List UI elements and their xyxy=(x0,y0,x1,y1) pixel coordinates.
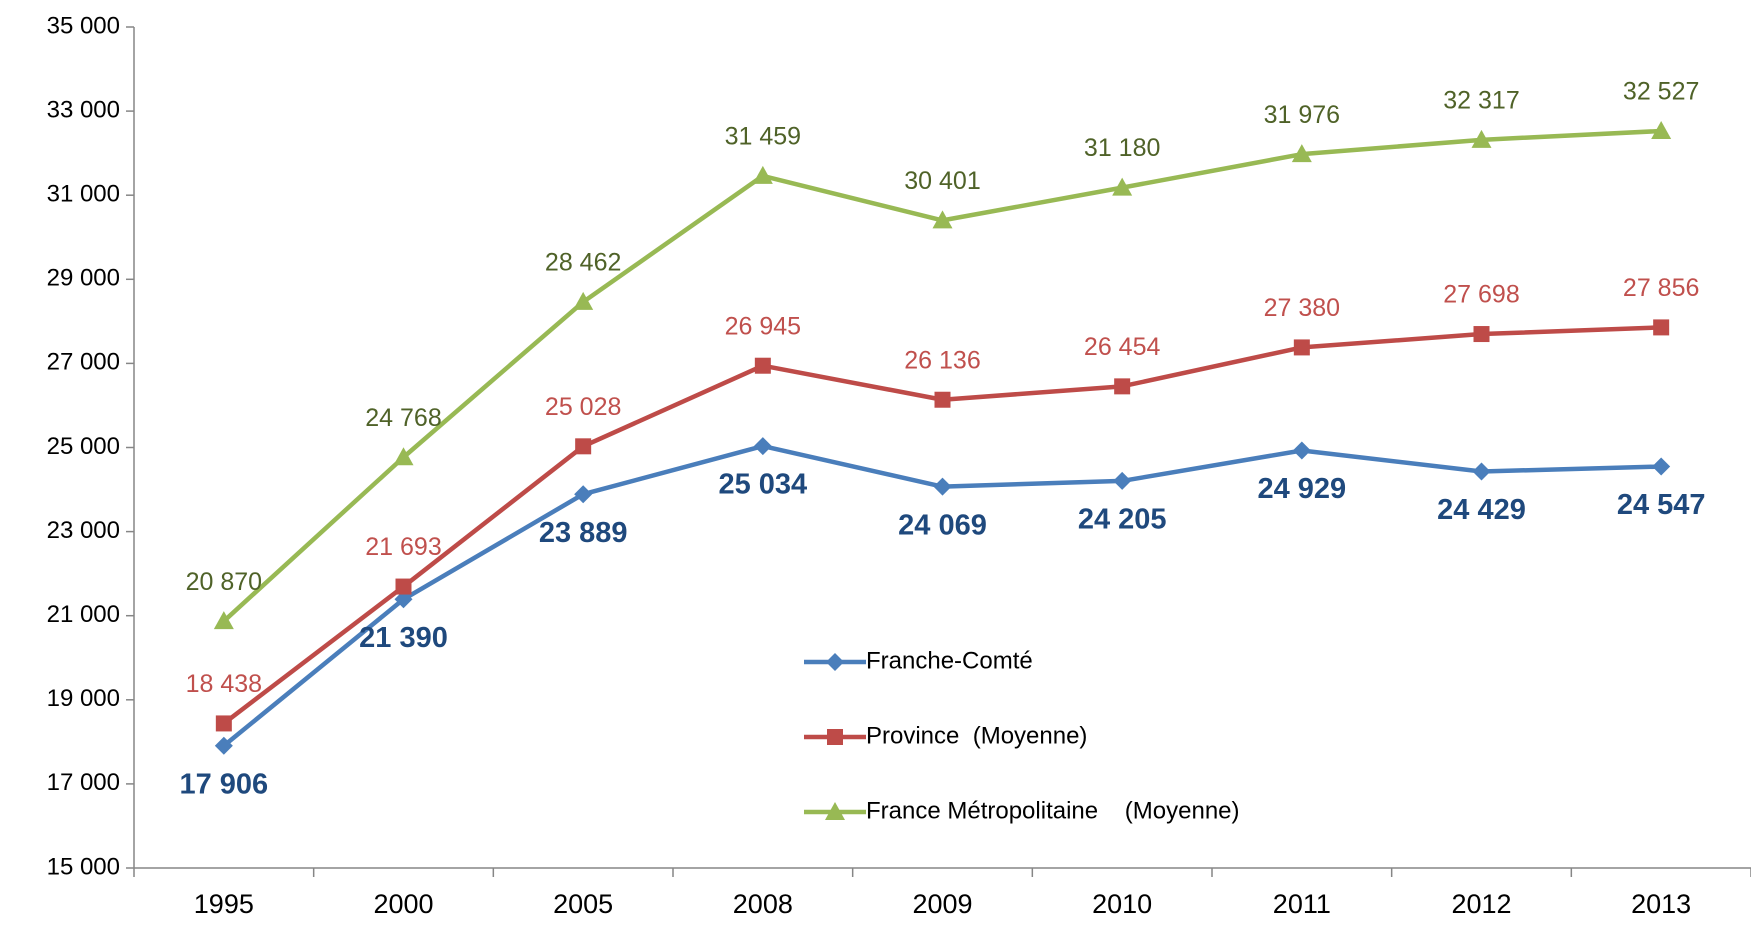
legend-marker xyxy=(825,802,845,820)
x-tick-label: 1995 xyxy=(194,889,254,919)
data-label: 24 929 xyxy=(1257,473,1346,505)
x-tick-label: 2013 xyxy=(1631,889,1691,919)
marker xyxy=(214,736,233,755)
data-label: 27 380 xyxy=(1264,294,1340,322)
legend-label: Franche-Comté xyxy=(866,647,1033,674)
data-label: 21 390 xyxy=(359,622,448,654)
marker xyxy=(753,437,772,456)
y-tick-label: 27 000 xyxy=(47,349,120,376)
legend-marker xyxy=(827,729,843,745)
y-tick-label: 19 000 xyxy=(47,685,120,712)
data-label: 24 069 xyxy=(898,509,987,541)
legend-marker xyxy=(826,653,844,671)
x-tick-label: 2012 xyxy=(1451,889,1511,919)
legend-label: France Métropolitaine (Moyenne) xyxy=(866,797,1240,824)
marker xyxy=(1473,326,1490,343)
y-tick-label: 35 000 xyxy=(47,12,120,39)
y-tick-label: 15 000 xyxy=(47,853,120,880)
data-label: 31 459 xyxy=(725,123,801,151)
data-label: 26 136 xyxy=(904,346,980,374)
y-tick-label: 33 000 xyxy=(47,96,120,123)
data-label: 27 856 xyxy=(1623,274,1699,302)
data-label: 30 401 xyxy=(904,167,980,195)
data-label: 32 527 xyxy=(1623,78,1699,106)
marker xyxy=(1114,378,1131,395)
y-tick-label: 21 000 xyxy=(47,601,120,628)
marker xyxy=(1471,129,1492,148)
marker xyxy=(1653,319,1670,336)
data-label: 26 454 xyxy=(1084,333,1161,361)
x-tick-label: 2011 xyxy=(1273,889,1331,919)
legend-label: Province (Moyenne) xyxy=(866,722,1087,749)
y-tick-label: 29 000 xyxy=(47,265,120,292)
x-tick-label: 2009 xyxy=(912,889,972,919)
marker xyxy=(1651,120,1672,139)
marker xyxy=(1113,471,1132,490)
data-label: 17 906 xyxy=(179,768,268,800)
data-label: 21 693 xyxy=(365,533,441,561)
data-label: 18 438 xyxy=(186,670,262,698)
data-label: 26 945 xyxy=(725,312,801,340)
y-tick-label: 23 000 xyxy=(47,517,120,544)
data-label: 32 317 xyxy=(1443,86,1519,114)
y-tick-label: 25 000 xyxy=(47,433,120,460)
y-tick-label: 17 000 xyxy=(47,769,120,796)
marker xyxy=(1291,144,1312,163)
marker xyxy=(394,590,413,609)
data-label: 27 698 xyxy=(1443,281,1519,309)
marker xyxy=(933,477,952,496)
data-label: 31 180 xyxy=(1084,134,1160,162)
x-tick-label: 2000 xyxy=(373,889,433,919)
x-tick-label: 2005 xyxy=(553,889,613,919)
y-tick-label: 31 000 xyxy=(47,181,120,208)
marker xyxy=(573,291,594,310)
x-tick-label: 2010 xyxy=(1092,889,1152,919)
marker xyxy=(213,611,234,630)
data-label: 31 976 xyxy=(1264,101,1340,129)
marker xyxy=(1112,177,1133,196)
data-label: 25 028 xyxy=(545,393,621,421)
marker xyxy=(575,438,592,455)
marker xyxy=(1292,441,1311,460)
data-label: 24 205 xyxy=(1078,504,1167,536)
data-label: 24 547 xyxy=(1617,489,1706,521)
data-label: 23 889 xyxy=(539,517,628,549)
data-label: 28 462 xyxy=(545,249,621,277)
marker xyxy=(752,165,773,184)
marker xyxy=(754,357,771,374)
marker xyxy=(574,485,593,504)
data-label: 20 870 xyxy=(186,568,262,596)
marker xyxy=(1293,339,1310,356)
marker xyxy=(1652,457,1671,476)
x-tick-label: 2008 xyxy=(733,889,793,919)
marker xyxy=(393,447,414,466)
marker xyxy=(934,391,951,408)
marker xyxy=(395,578,412,595)
data-label: 24 429 xyxy=(1437,494,1526,526)
marker xyxy=(215,715,232,732)
data-label: 24 768 xyxy=(365,404,441,432)
data-label: 25 034 xyxy=(718,469,807,501)
marker xyxy=(1472,462,1491,481)
marker xyxy=(932,210,953,229)
